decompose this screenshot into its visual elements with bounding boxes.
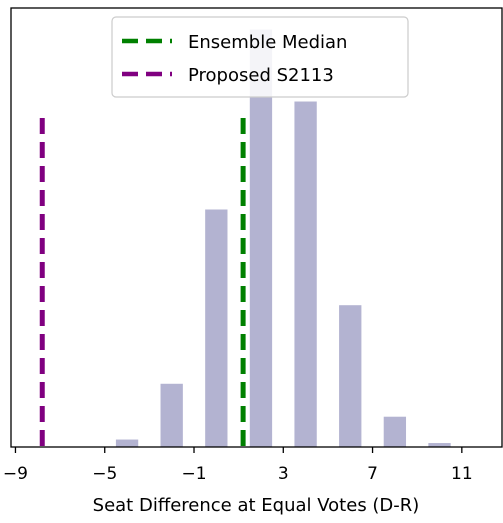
plot-frame	[10, 7, 503, 448]
reference-lines-layer	[39, 118, 246, 447]
histogram-bar-4	[294, 101, 317, 447]
legend-label-ensemble-median: Ensemble Median	[188, 32, 347, 53]
x-ticks-layer: −9 −5 −1 3 7 11	[3, 447, 473, 484]
histogram-bar-2	[205, 209, 228, 447]
histogram-bar-0	[115, 439, 139, 447]
histogram-bar-3	[249, 29, 273, 447]
bars-layer	[115, 29, 451, 447]
x-axis-label: Seat Difference at Equal Votes (D-R)	[93, 495, 420, 516]
histogram-bar-7	[428, 443, 451, 447]
x-tick-label: 3	[278, 464, 289, 484]
legend-box	[111, 16, 409, 98]
histogram-bar-1	[160, 383, 183, 447]
x-tick-label: −1	[181, 464, 206, 484]
x-tick-label: 7	[367, 464, 378, 484]
legend-label-proposed-s2113: Proposed S2113	[188, 65, 334, 86]
histogram-bar-5	[339, 305, 362, 447]
x-tick-label: −9	[3, 464, 28, 484]
legend: Ensemble Median Proposed S2113	[111, 16, 409, 98]
histogram-bar-6	[383, 416, 407, 447]
x-tick-label: 11	[451, 464, 473, 484]
x-tick-label: −5	[92, 464, 117, 484]
